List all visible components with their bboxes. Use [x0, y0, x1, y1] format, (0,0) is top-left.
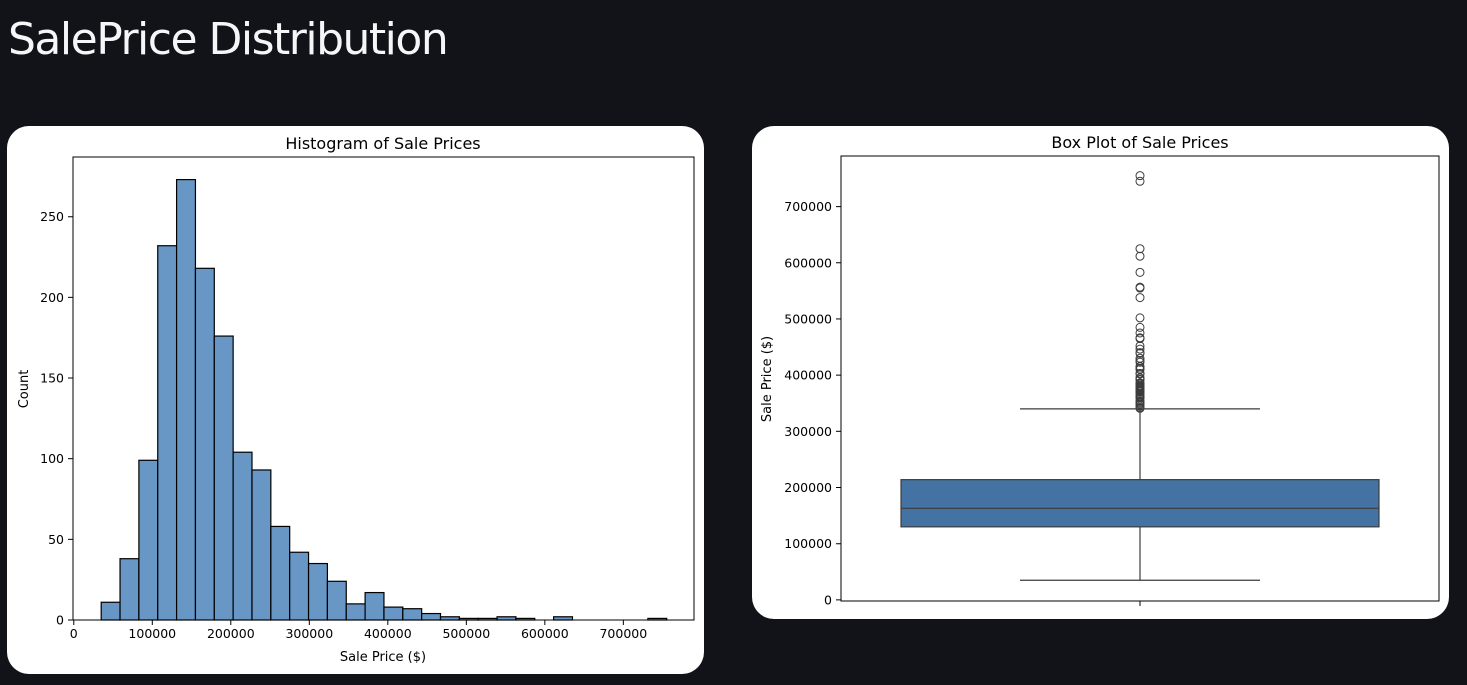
y-tick-label: 200000 — [784, 480, 832, 495]
y-tick-label: 400000 — [784, 368, 832, 383]
x-tick-label: 400000 — [364, 626, 412, 641]
outlier-point — [1135, 293, 1145, 303]
outlier-point — [1135, 283, 1145, 293]
outlier-point — [1135, 267, 1145, 277]
histogram-bar — [138, 459, 159, 621]
outlier-point — [1135, 357, 1145, 367]
histogram-bar — [383, 606, 404, 621]
x-tick-label: 200000 — [207, 626, 255, 641]
x-tick-label: 0 — [70, 626, 78, 641]
histogram-bar — [251, 469, 272, 621]
outlier-point — [1135, 334, 1145, 344]
outlier-point — [1135, 348, 1145, 358]
outlier-point — [1135, 244, 1145, 254]
boxplot-card: Box Plot of Sale Prices Sale Price ($) 0… — [752, 126, 1449, 619]
histogram-bar — [307, 562, 329, 621]
histogram-bar — [289, 551, 310, 621]
page-title: SalePrice Distribution — [8, 14, 449, 65]
y-tick-label: 0 — [824, 592, 832, 607]
histogram-bar — [175, 178, 197, 621]
histogram-bar — [157, 245, 178, 621]
histogram-bar — [270, 525, 291, 621]
outlier-point — [1135, 313, 1145, 323]
y-tick-label: 200 — [40, 290, 64, 305]
x-tick-label: 700000 — [599, 626, 647, 641]
histogram-frame — [72, 156, 695, 621]
histogram-xlabel: Sale Price ($) — [340, 650, 426, 665]
x-tick-label: 500000 — [442, 626, 490, 641]
outlier-point — [1135, 251, 1145, 261]
histogram-bar — [364, 591, 385, 621]
boxplot-ylabel: Sale Price ($) — [760, 336, 775, 422]
outlier-point — [1135, 171, 1145, 181]
histogram-bar — [213, 335, 234, 621]
outlier-point — [1135, 322, 1145, 332]
histogram-bar — [232, 451, 253, 621]
outlier-point — [1135, 176, 1145, 186]
interquartile-box — [900, 479, 1380, 528]
histogram-bar — [100, 601, 121, 621]
y-tick-label: 100000 — [784, 536, 832, 551]
y-tick-label: 300000 — [784, 424, 832, 439]
histogram-title: Histogram of Sale Prices — [285, 134, 480, 153]
histogram-ylabel: Count — [17, 370, 32, 409]
outlier-point — [1135, 328, 1145, 338]
boxplot-chart: Box Plot of Sale Prices Sale Price ($) 0… — [760, 133, 1440, 607]
outlier-point — [1135, 403, 1145, 413]
histogram-bar — [326, 580, 347, 621]
y-tick-label: 500000 — [784, 311, 832, 326]
y-tick-label: 50 — [48, 532, 64, 547]
y-tick-label: 150 — [40, 371, 64, 386]
y-tick-label: 0 — [56, 613, 64, 628]
boxplot-title: Box Plot of Sale Prices — [1051, 133, 1228, 152]
histogram-bar — [119, 558, 140, 621]
histogram-chart: Histogram of Sale Prices Sale Price ($) … — [17, 134, 695, 665]
histogram-card: Histogram of Sale Prices Sale Price ($) … — [7, 126, 704, 674]
x-tick-label: 600000 — [521, 626, 569, 641]
y-tick-label: 700000 — [784, 199, 832, 214]
histogram-bar — [421, 612, 442, 621]
y-tick-label: 100 — [40, 451, 64, 466]
histogram-bar — [194, 267, 215, 621]
x-tick-label: 300000 — [285, 626, 333, 641]
histogram-bar — [345, 603, 366, 621]
y-tick-label: 250 — [40, 209, 64, 224]
outlier-point — [1135, 341, 1145, 351]
histogram-bar — [402, 608, 423, 621]
histogram-plot-area: 0 100000 200000 300000 400000 500000 600000 700… — [40, 156, 695, 641]
y-tick-label: 600000 — [784, 255, 832, 270]
boxplot-plot-area: 0 100000 200000 300000 400000 500000 600000 700… — [784, 155, 1440, 607]
outlier-point — [1135, 369, 1145, 379]
outlier-point — [1135, 344, 1145, 354]
x-tick-label: 100000 — [128, 626, 176, 641]
